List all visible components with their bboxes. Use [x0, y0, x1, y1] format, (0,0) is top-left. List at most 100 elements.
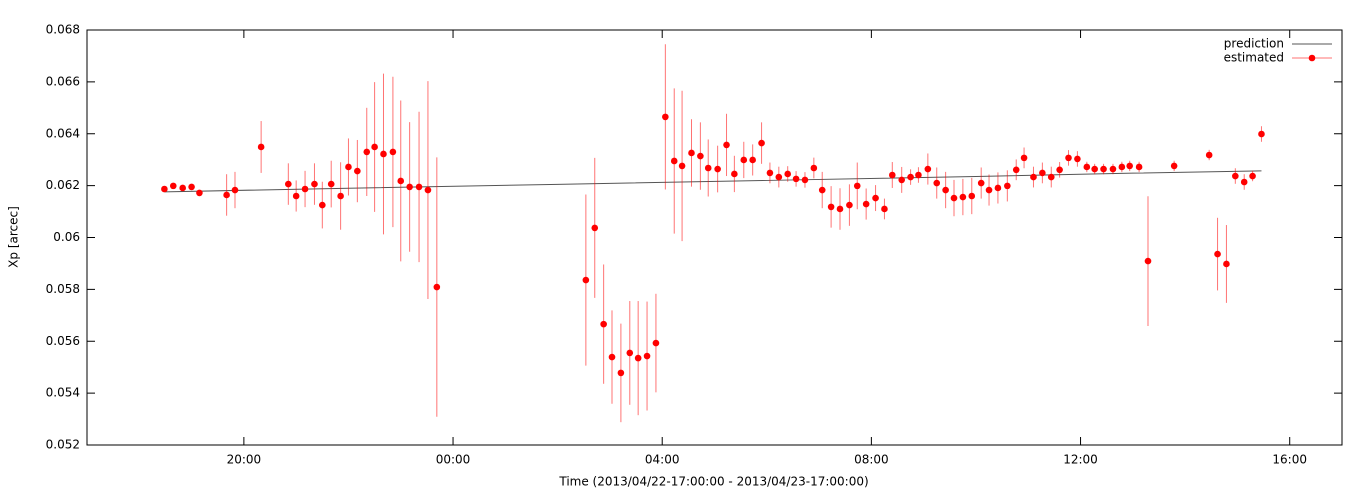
data-point — [406, 183, 413, 191]
data-point — [1214, 250, 1221, 258]
data-point — [1020, 154, 1028, 162]
data-point — [223, 191, 230, 199]
data-point — [810, 164, 818, 172]
y-tick-label: 0.058 — [46, 282, 80, 296]
data-point — [257, 143, 265, 151]
data-point — [634, 354, 642, 362]
data-point — [1232, 172, 1239, 180]
data-point — [1074, 155, 1081, 163]
data-point — [161, 185, 168, 193]
data-point — [1144, 257, 1152, 265]
data-point — [827, 203, 835, 211]
data-point — [179, 184, 186, 192]
data-point — [933, 179, 941, 187]
y-tick-label: 0.052 — [46, 438, 80, 452]
data-point — [433, 283, 441, 291]
data-point — [169, 182, 177, 190]
data-point — [285, 180, 292, 188]
data-point — [662, 113, 669, 121]
data-point — [1056, 166, 1063, 174]
data-point — [643, 352, 651, 360]
data-point — [1091, 165, 1098, 173]
data-point — [731, 170, 738, 178]
data-point — [301, 185, 309, 193]
data-point — [749, 156, 756, 164]
data-point — [626, 349, 634, 357]
data-point — [354, 167, 361, 175]
x-axis-label: Time (2013/04/22-17:00:00 - 2013/04/23-1… — [558, 475, 868, 489]
y-tick-label: 0.066 — [46, 74, 80, 88]
data-point — [1012, 166, 1020, 174]
data-point — [881, 205, 888, 213]
y-tick-label: 0.056 — [46, 334, 80, 348]
x-tick-label: 04:00 — [645, 453, 680, 467]
data-point — [1240, 178, 1248, 186]
y-tick-label: 0.062 — [46, 178, 80, 192]
data-point — [872, 194, 879, 202]
legend-label: estimated — [1224, 51, 1284, 65]
data-point — [188, 183, 195, 191]
data-point — [704, 164, 712, 172]
plot-frame — [86, 29, 1343, 446]
data-point — [1126, 162, 1133, 170]
data-point — [977, 179, 985, 187]
data-point — [836, 205, 844, 213]
data-point — [942, 186, 949, 194]
data-point — [1258, 130, 1265, 138]
data-point — [1205, 151, 1213, 159]
data-point — [196, 189, 203, 197]
data-point — [950, 194, 958, 202]
data-point — [1223, 260, 1230, 268]
data-point — [415, 183, 423, 191]
data-point — [968, 192, 976, 200]
data-point — [327, 180, 335, 188]
data-point — [888, 171, 896, 179]
data-point — [397, 177, 405, 185]
x-tick-label: 16:00 — [1272, 453, 1307, 467]
data-point — [1030, 173, 1037, 181]
data-point — [714, 165, 721, 173]
data-point — [723, 141, 730, 149]
data-point — [688, 149, 695, 157]
data-point — [846, 201, 853, 209]
data-point — [1083, 163, 1091, 171]
data-point — [652, 339, 660, 347]
data-point — [1047, 173, 1055, 181]
x-tick-label: 08:00 — [854, 453, 889, 467]
data-point — [292, 192, 300, 200]
data-point — [915, 171, 922, 179]
data-point — [924, 165, 932, 173]
data-point — [1118, 163, 1126, 171]
y-tick-label: 0.054 — [46, 386, 80, 400]
data-point — [907, 173, 914, 181]
x-tick-label: 00:00 — [436, 453, 471, 467]
data-point — [424, 186, 432, 194]
data-point — [582, 276, 590, 284]
data-point — [371, 143, 378, 151]
data-point — [363, 148, 371, 156]
data-point — [1065, 154, 1072, 162]
data-point — [818, 186, 826, 194]
data-point — [775, 173, 783, 181]
data-point — [1004, 182, 1011, 190]
data-point — [766, 169, 774, 177]
data-point — [898, 176, 906, 184]
data-point — [600, 320, 607, 328]
data-point — [784, 170, 792, 178]
data-point — [862, 200, 870, 208]
data-point — [617, 369, 625, 377]
y-tick-label: 0.064 — [46, 126, 80, 140]
data-point — [1135, 163, 1143, 171]
data-point — [697, 152, 704, 160]
data-point — [1109, 165, 1117, 173]
data-point — [231, 186, 239, 194]
x-tick-label: 12:00 — [1063, 453, 1098, 467]
data-point — [591, 224, 599, 232]
y-tick-label: 0.068 — [46, 23, 80, 37]
data-point — [758, 139, 765, 147]
data-point — [994, 184, 1002, 192]
data-point — [1170, 162, 1178, 170]
data-point — [670, 157, 678, 165]
data-point — [1039, 169, 1046, 177]
